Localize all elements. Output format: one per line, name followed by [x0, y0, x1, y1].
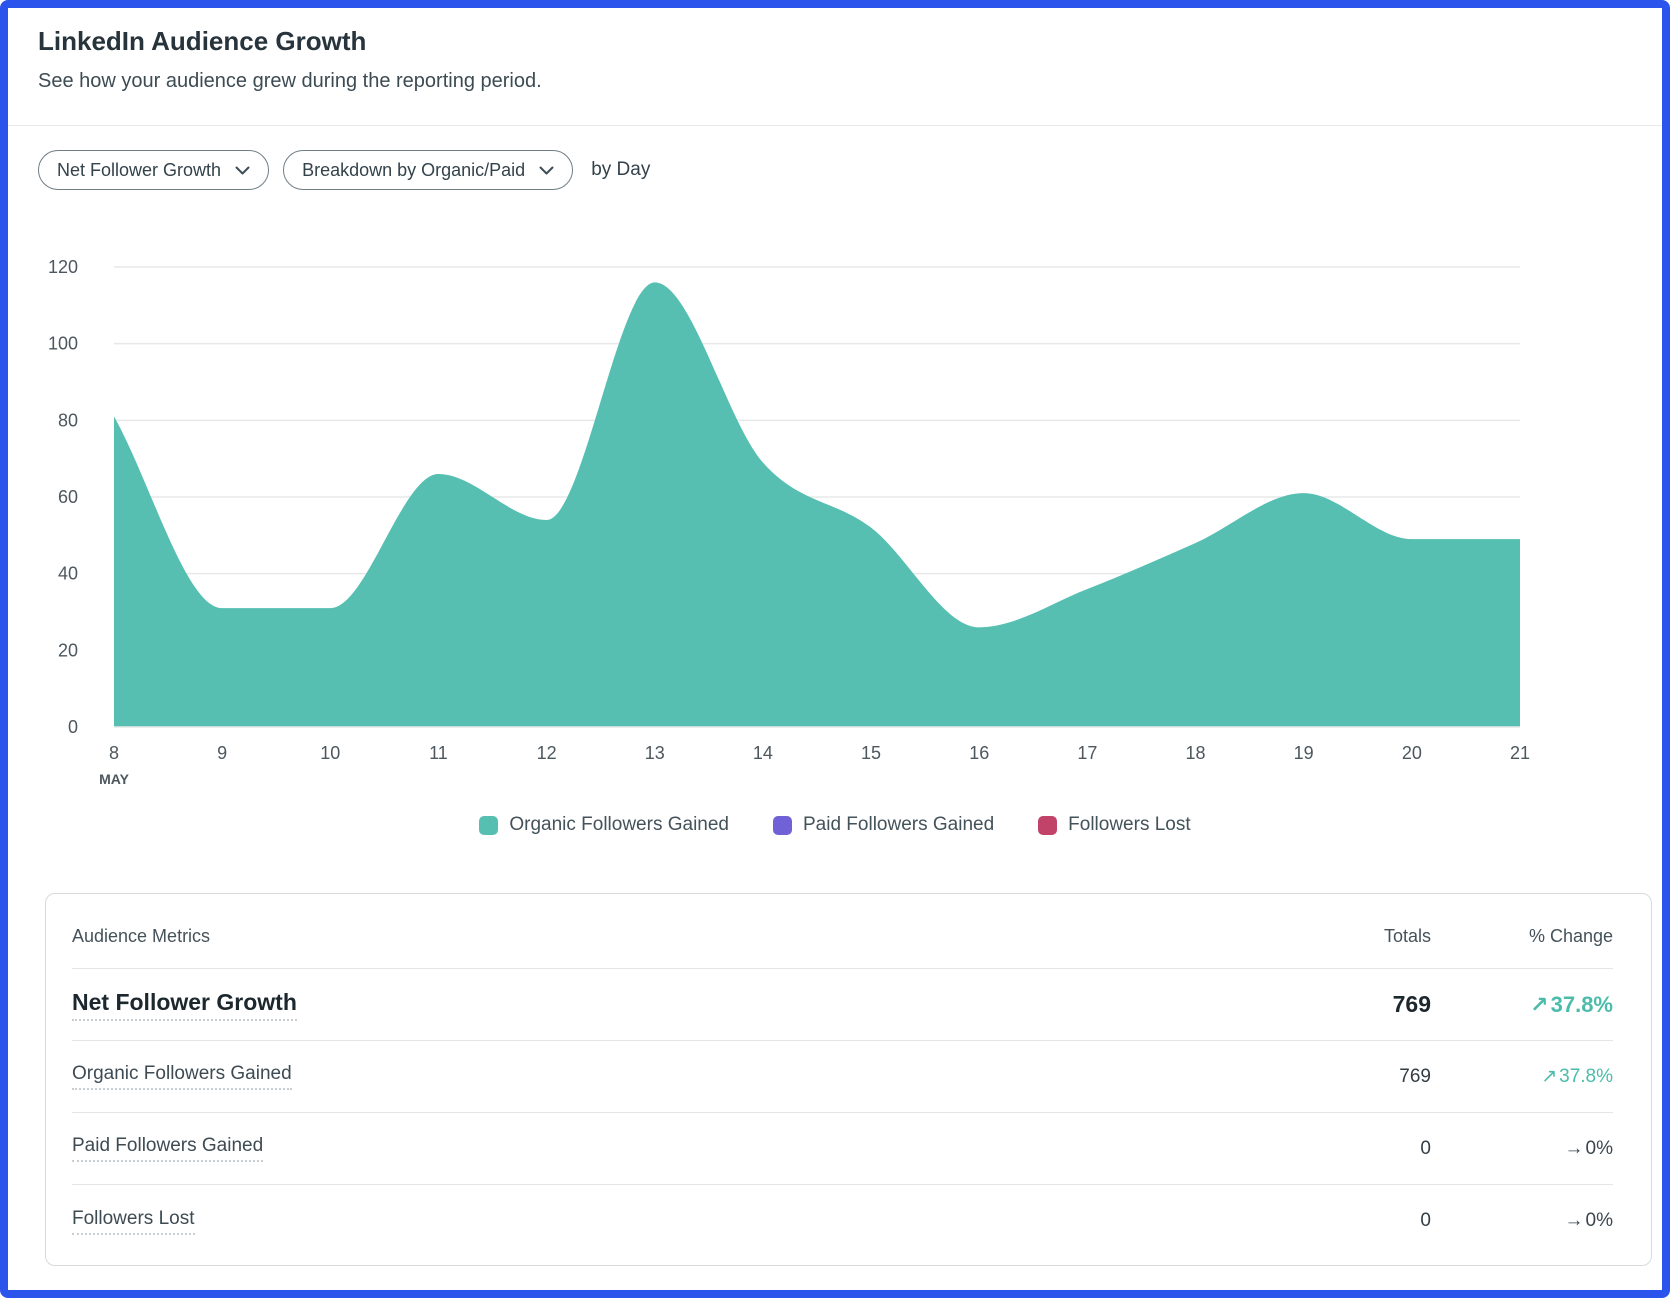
legend-item-lost[interactable]: Followers Lost	[1038, 814, 1191, 836]
metric-dropdown[interactable]: Net Follower Growth	[38, 150, 270, 190]
column-header-totals: Totals	[1383, 925, 1431, 946]
trend-flat-arrow-icon: →	[1564, 1210, 1584, 1231]
chart-legend: Organic Followers Gained Paid Followers …	[8, 814, 1662, 836]
percent-change: → 0%	[1431, 1210, 1613, 1232]
legend-item-paid[interactable]: Paid Followers Gained	[773, 814, 994, 836]
trend-up-arrow-icon: ↗	[1541, 1066, 1558, 1087]
change-value: 37.8%	[1550, 991, 1613, 1017]
y-axis-tick-label: 20	[58, 640, 78, 660]
header-divider	[8, 125, 1662, 126]
lost-swatch-icon	[1038, 815, 1058, 835]
trend-up-arrow-icon: ↗	[1530, 991, 1549, 1017]
y-axis-tick-label: 120	[48, 257, 78, 277]
percent-change: ↗37.8%	[1431, 992, 1613, 1018]
x-axis-tick-label: 8	[109, 743, 119, 763]
chevron-down-icon	[539, 166, 554, 175]
table-row: Followers Lost 0 → 0%	[72, 1185, 1613, 1265]
metric-link-organic-followers-gained[interactable]: Organic Followers Gained	[72, 1063, 292, 1090]
legend-label: Paid Followers Gained	[803, 814, 995, 835]
total-value: 769	[1399, 1065, 1431, 1087]
x-axis-tick-label: 10	[320, 743, 340, 763]
x-axis-tick-label: 16	[969, 743, 989, 763]
paid-swatch-icon	[773, 815, 792, 835]
percent-change: ↗37.8%	[1431, 1065, 1613, 1088]
metric-link-net-follower-growth[interactable]: Net Follower Growth	[72, 989, 297, 1021]
chart-controls: Net Follower Growth Breakdown by Organic…	[38, 150, 650, 190]
breakdown-dropdown[interactable]: Breakdown by Organic/Paid	[283, 150, 574, 190]
legend-label: Followers Lost	[1068, 814, 1191, 835]
x-axis-month-label: MAY	[99, 771, 129, 787]
audience-metrics-table: Audience Metrics Totals % Change Net Fol…	[45, 893, 1652, 1266]
change-value: 0%	[1585, 1137, 1613, 1159]
y-axis-tick-label: 0	[68, 717, 78, 737]
table-row: Paid Followers Gained 0 → 0%	[72, 1113, 1613, 1185]
organic-followers-area	[114, 282, 1520, 727]
percent-change: → 0%	[1431, 1138, 1613, 1160]
chevron-down-icon	[235, 166, 250, 175]
total-value: 0	[1420, 1137, 1431, 1159]
metric-link-followers-lost[interactable]: Followers Lost	[72, 1208, 195, 1235]
column-header-metric: Audience Metrics	[72, 925, 211, 946]
x-axis-tick-label: 18	[1186, 743, 1206, 763]
granularity-label: by Day	[591, 159, 651, 180]
table-row: Net Follower Growth 769 ↗37.8%	[72, 969, 1613, 1041]
x-axis-tick-label: 12	[537, 743, 557, 763]
metric-link-paid-followers-gained[interactable]: Paid Followers Gained	[72, 1135, 264, 1162]
change-value: 37.8%	[1559, 1066, 1613, 1087]
page-subtitle: See how your audience grew during the re…	[38, 70, 542, 92]
page-title: LinkedIn Audience Growth	[38, 26, 367, 56]
x-axis-tick-label: 17	[1077, 743, 1097, 763]
trend-flat-arrow-icon: →	[1564, 1137, 1584, 1159]
x-axis-tick-label: 21	[1510, 743, 1530, 763]
x-axis-tick-label: 11	[429, 743, 448, 763]
change-value: 0%	[1585, 1210, 1613, 1231]
growth-area-chart: 0 20 40 60 80 100 120 8 9 10 11 12 13 14 15 16 17 18 19 20 2…	[48, 257, 1530, 787]
y-axis-tick-label: 100	[48, 334, 78, 354]
legend-item-organic[interactable]: Organic Followers Gained	[479, 814, 729, 836]
y-axis-tick-label: 40	[58, 564, 78, 584]
y-axis-tick-label: 80	[58, 410, 78, 430]
organic-swatch-icon	[479, 815, 499, 835]
x-axis-tick-label: 15	[861, 743, 881, 763]
legend-label: Organic Followers Gained	[509, 814, 729, 835]
metric-dropdown-value: Net Follower Growth	[57, 159, 222, 180]
breakdown-dropdown-value: Breakdown by Organic/Paid	[302, 159, 526, 180]
x-axis-tick-label: 13	[645, 743, 665, 763]
y-axis-tick-label: 60	[58, 487, 78, 507]
total-value: 769	[1392, 991, 1431, 1017]
x-axis-tick-label: 9	[217, 743, 227, 763]
x-axis-tick-label: 20	[1402, 743, 1422, 763]
table-row: Organic Followers Gained 769 ↗ 37.8%	[72, 1041, 1613, 1113]
column-header-change: % Change	[1528, 925, 1613, 946]
x-axis-tick-label: 14	[753, 743, 773, 763]
table-header-row: Audience Metrics Totals % Change	[72, 894, 1613, 969]
x-axis-tick-label: 19	[1294, 743, 1314, 763]
total-value: 0	[1420, 1210, 1431, 1231]
